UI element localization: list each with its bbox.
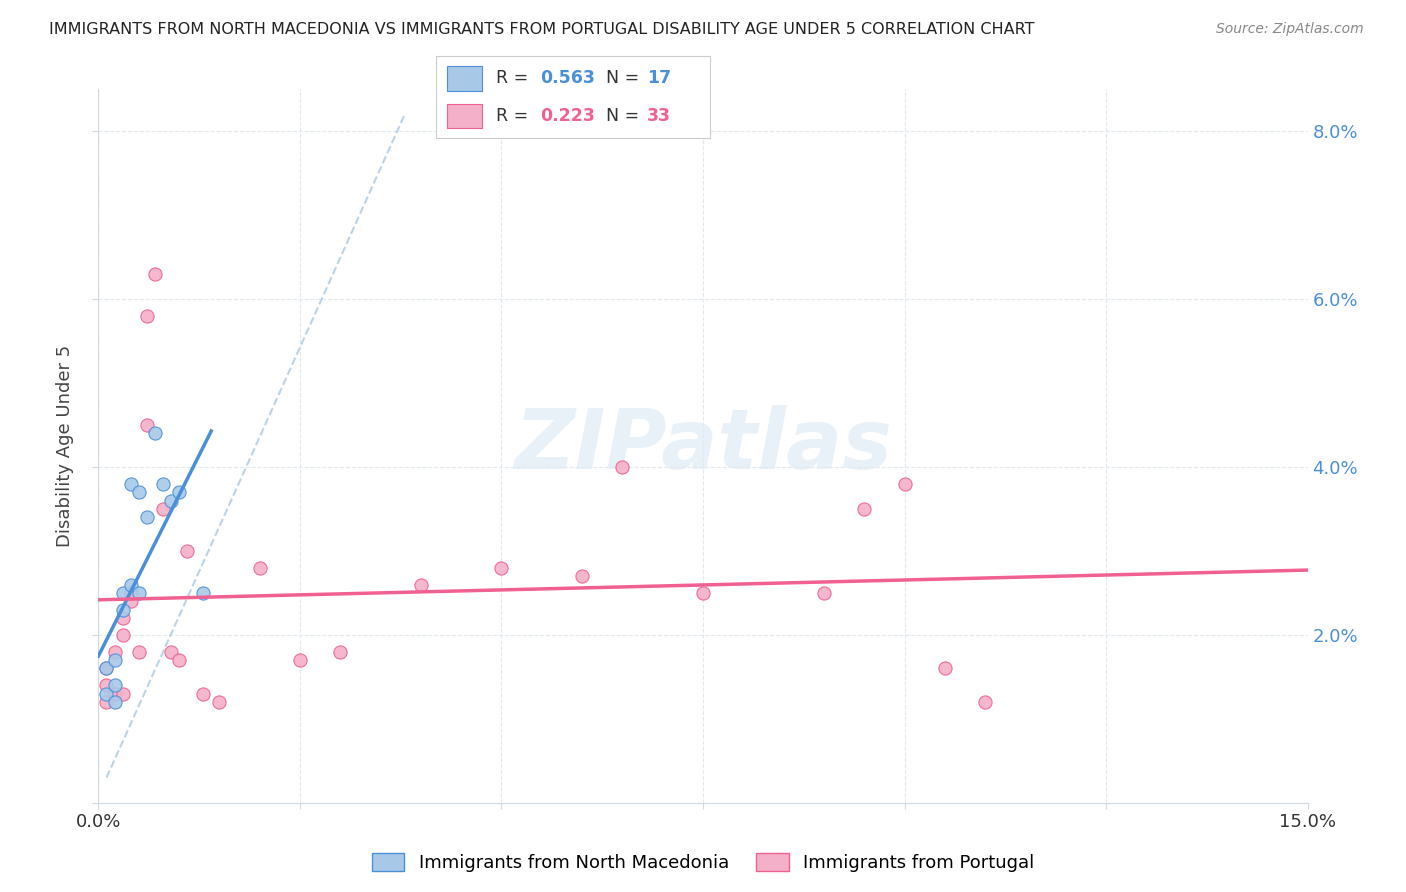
Point: [135, 309, 157, 323]
Point: [120, 586, 142, 600]
Text: ZIPatlas: ZIPatlas: [515, 406, 891, 486]
Text: R =: R =: [496, 70, 534, 87]
Text: Source: ZipAtlas.com: Source: ZipAtlas.com: [1216, 22, 1364, 37]
Point: [111, 687, 134, 701]
Point: [96, 687, 118, 701]
Point: [111, 611, 134, 625]
Point: [974, 695, 997, 709]
Text: N =: N =: [606, 107, 644, 125]
Point: [120, 594, 142, 608]
Point: [103, 645, 125, 659]
Point: [111, 603, 134, 617]
Point: [103, 653, 125, 667]
Point: [288, 653, 311, 667]
Point: [249, 560, 271, 574]
Text: 17: 17: [647, 70, 671, 87]
Point: [571, 569, 593, 583]
Point: [612, 460, 634, 475]
Point: [103, 687, 125, 701]
Point: [103, 695, 125, 709]
Point: [167, 653, 190, 667]
Point: [96, 661, 118, 675]
Point: [135, 417, 157, 432]
Point: [128, 485, 150, 500]
Y-axis label: Disability Age Under 5: Disability Age Under 5: [56, 345, 75, 547]
Point: [111, 586, 134, 600]
Point: [135, 510, 157, 524]
Point: [160, 645, 183, 659]
Point: [193, 586, 215, 600]
Point: [143, 267, 166, 281]
Text: N =: N =: [606, 70, 644, 87]
Text: R =: R =: [496, 107, 534, 125]
Point: [813, 586, 835, 600]
Bar: [447, 66, 482, 91]
Text: 0.563: 0.563: [540, 70, 595, 87]
Point: [934, 661, 956, 675]
Point: [329, 645, 352, 659]
Point: [96, 695, 118, 709]
Text: 0.223: 0.223: [540, 107, 595, 125]
Point: [96, 678, 118, 692]
Point: [96, 661, 118, 675]
Point: [893, 476, 915, 491]
Text: IMMIGRANTS FROM NORTH MACEDONIA VS IMMIGRANTS FROM PORTUGAL DISABILITY AGE UNDER: IMMIGRANTS FROM NORTH MACEDONIA VS IMMIG…: [49, 22, 1035, 37]
Point: [176, 544, 198, 558]
Point: [111, 628, 134, 642]
Point: [128, 586, 150, 600]
Point: [152, 476, 174, 491]
Legend: Immigrants from North Macedonia, Immigrants from Portugal: Immigrants from North Macedonia, Immigra…: [364, 846, 1042, 880]
Point: [120, 476, 142, 491]
Point: [160, 493, 183, 508]
Point: [167, 485, 190, 500]
Point: [128, 645, 150, 659]
Point: [491, 560, 513, 574]
Point: [152, 502, 174, 516]
Bar: [447, 103, 482, 128]
Point: [143, 426, 166, 441]
Point: [208, 695, 231, 709]
Point: [853, 502, 876, 516]
Point: [103, 678, 125, 692]
Point: [120, 577, 142, 591]
Text: 33: 33: [647, 107, 671, 125]
Point: [692, 586, 714, 600]
Point: [193, 687, 215, 701]
Point: [409, 577, 432, 591]
